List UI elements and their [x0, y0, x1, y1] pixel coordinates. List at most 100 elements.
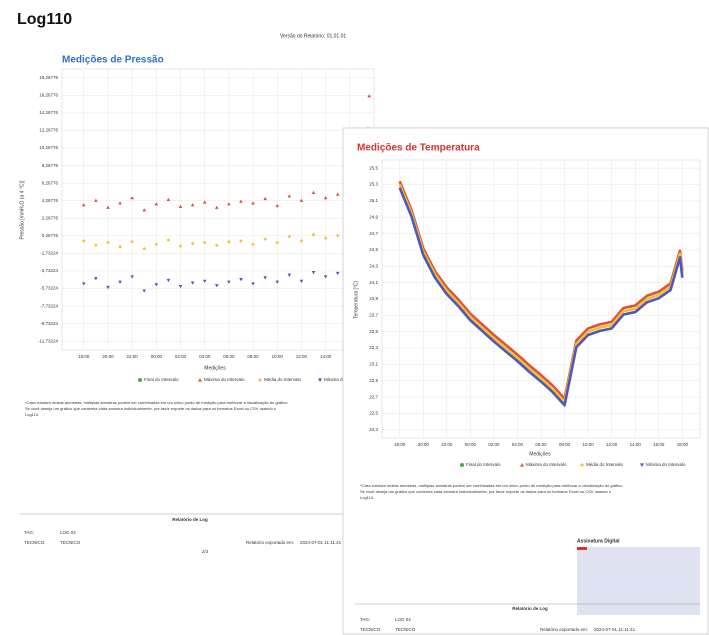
data-point [239, 199, 243, 203]
data-point [299, 239, 304, 243]
data-point [311, 190, 316, 194]
data-point [154, 242, 159, 247]
legend-marker [138, 378, 142, 382]
x-tick-label: 02:00 [488, 442, 500, 447]
signature-title: Assinatura Digital [577, 538, 620, 544]
footer-title: Relatório de Log [172, 517, 208, 522]
legend-marker [640, 463, 644, 467]
data-point [118, 201, 122, 205]
data-point [130, 239, 134, 244]
chart-title: Medições de Pressão [62, 55, 164, 66]
footer-title: Relatório de Log [512, 606, 548, 611]
data-point [287, 194, 292, 198]
data-point [275, 280, 280, 284]
y-tick-label: 24,9 [369, 214, 378, 219]
legend-marker [258, 378, 262, 382]
x-tick-label: 02:00 [175, 354, 187, 359]
data-point [166, 197, 171, 201]
x-tick-label: 06:00 [535, 442, 547, 447]
exported-at: 2024-07-01 11:11:41 [300, 540, 342, 545]
x-tick-label: 20:00 [102, 354, 114, 359]
data-point [287, 234, 292, 239]
data-point [81, 282, 86, 286]
x-tick-label: 00:00 [465, 442, 477, 447]
y-tick-label: 24,3 [369, 263, 378, 268]
data-point [154, 283, 159, 287]
data-point [275, 240, 280, 245]
legend-marker [198, 378, 202, 382]
tech-label: TECNICO: [360, 627, 382, 632]
data-point [227, 239, 231, 244]
exported-label: Relatório exportado em: [246, 540, 294, 545]
data-point [323, 275, 328, 279]
data-point [263, 276, 267, 280]
y-tick-label: 24,5 [369, 247, 378, 252]
data-point [118, 280, 122, 284]
data-point [251, 201, 255, 205]
tag-label: TAG: [24, 530, 34, 535]
data-point [275, 203, 280, 208]
x-tick-label: 06:00 [223, 354, 235, 359]
data-point [311, 232, 316, 237]
y-tick-label: -11,73224 [38, 338, 58, 343]
y-axis-label: Pressão [mmH₂O (a 4 °C)] [19, 180, 25, 240]
data-point [251, 282, 255, 286]
legend-label: Máxima do Intervalo [526, 462, 567, 467]
data-point [263, 196, 267, 201]
data-point [106, 205, 110, 209]
signature-mark [577, 547, 587, 550]
tech-label: TECNICO: [24, 540, 46, 545]
data-point [81, 203, 86, 207]
signature-box [577, 547, 700, 615]
x-tick-label: 14:00 [320, 354, 332, 359]
y-tick-label: 22,3 [369, 427, 378, 432]
legend-marker [580, 463, 584, 467]
x-tick-label: 08:00 [247, 354, 259, 359]
x-tick-label: 04:00 [512, 442, 524, 447]
legend-label: Final do Intervalo [144, 377, 179, 382]
data-point [202, 200, 207, 204]
y-tick-label: 24,7 [369, 231, 378, 236]
header-title: Log110 [17, 11, 72, 28]
y-tick-label: 8,26776 [42, 163, 59, 168]
x-tick-label: 12:00 [296, 354, 308, 359]
x-tick-label: 10:00 [582, 442, 594, 447]
data-point [190, 203, 195, 207]
y-tick-label: -7,73224 [40, 303, 58, 308]
y-tick-label: 2,26776 [42, 215, 59, 220]
y-tick-label: -5,73224 [40, 286, 58, 291]
y-tick-label: -1,73224 [40, 251, 58, 256]
x-tick-label: 12:00 [606, 442, 618, 447]
y-tick-label: 0,26776 [42, 233, 59, 238]
data-point [94, 243, 98, 248]
page-number: 2/3 [202, 549, 209, 554]
exported-at: 2024-07-01 11:11:41 [594, 627, 636, 632]
chart-title: Medições de Temperatura [357, 143, 480, 154]
data-point [227, 202, 231, 206]
data-point [367, 94, 371, 98]
legend-marker [318, 378, 322, 382]
y-tick-label: -3,73224 [40, 268, 58, 273]
y-tick-label: 25,5 [369, 165, 378, 170]
y-tick-label: 14,26776 [39, 110, 58, 115]
y-tick-label: 23,5 [369, 329, 378, 334]
data-point [335, 233, 340, 238]
x-axis-label: Medições [204, 365, 226, 371]
y-tick-label: 23,1 [369, 362, 378, 367]
y-tick-label: 18,26776 [39, 75, 58, 80]
data-point [239, 278, 243, 282]
footnote-line: Se você deseja um gráfico que contenha c… [360, 489, 612, 494]
data-point [154, 202, 159, 206]
legend-label: Média do Intervalo [264, 377, 302, 382]
data-point [106, 240, 110, 245]
legend-label: Final do Intervalo [466, 462, 501, 467]
y-tick-label: 25,3 [369, 182, 378, 187]
legend-marker [460, 463, 464, 467]
footnote-line: *Caso existam muitas amostras, múltiplas… [25, 400, 288, 405]
x-tick-label: 16:00 [653, 442, 665, 447]
x-tick-label: 20:00 [418, 442, 430, 447]
x-tick-label: 08:00 [559, 442, 571, 447]
tech-value: TECNICO [60, 540, 81, 545]
x-axis-label: Medições [529, 451, 551, 457]
